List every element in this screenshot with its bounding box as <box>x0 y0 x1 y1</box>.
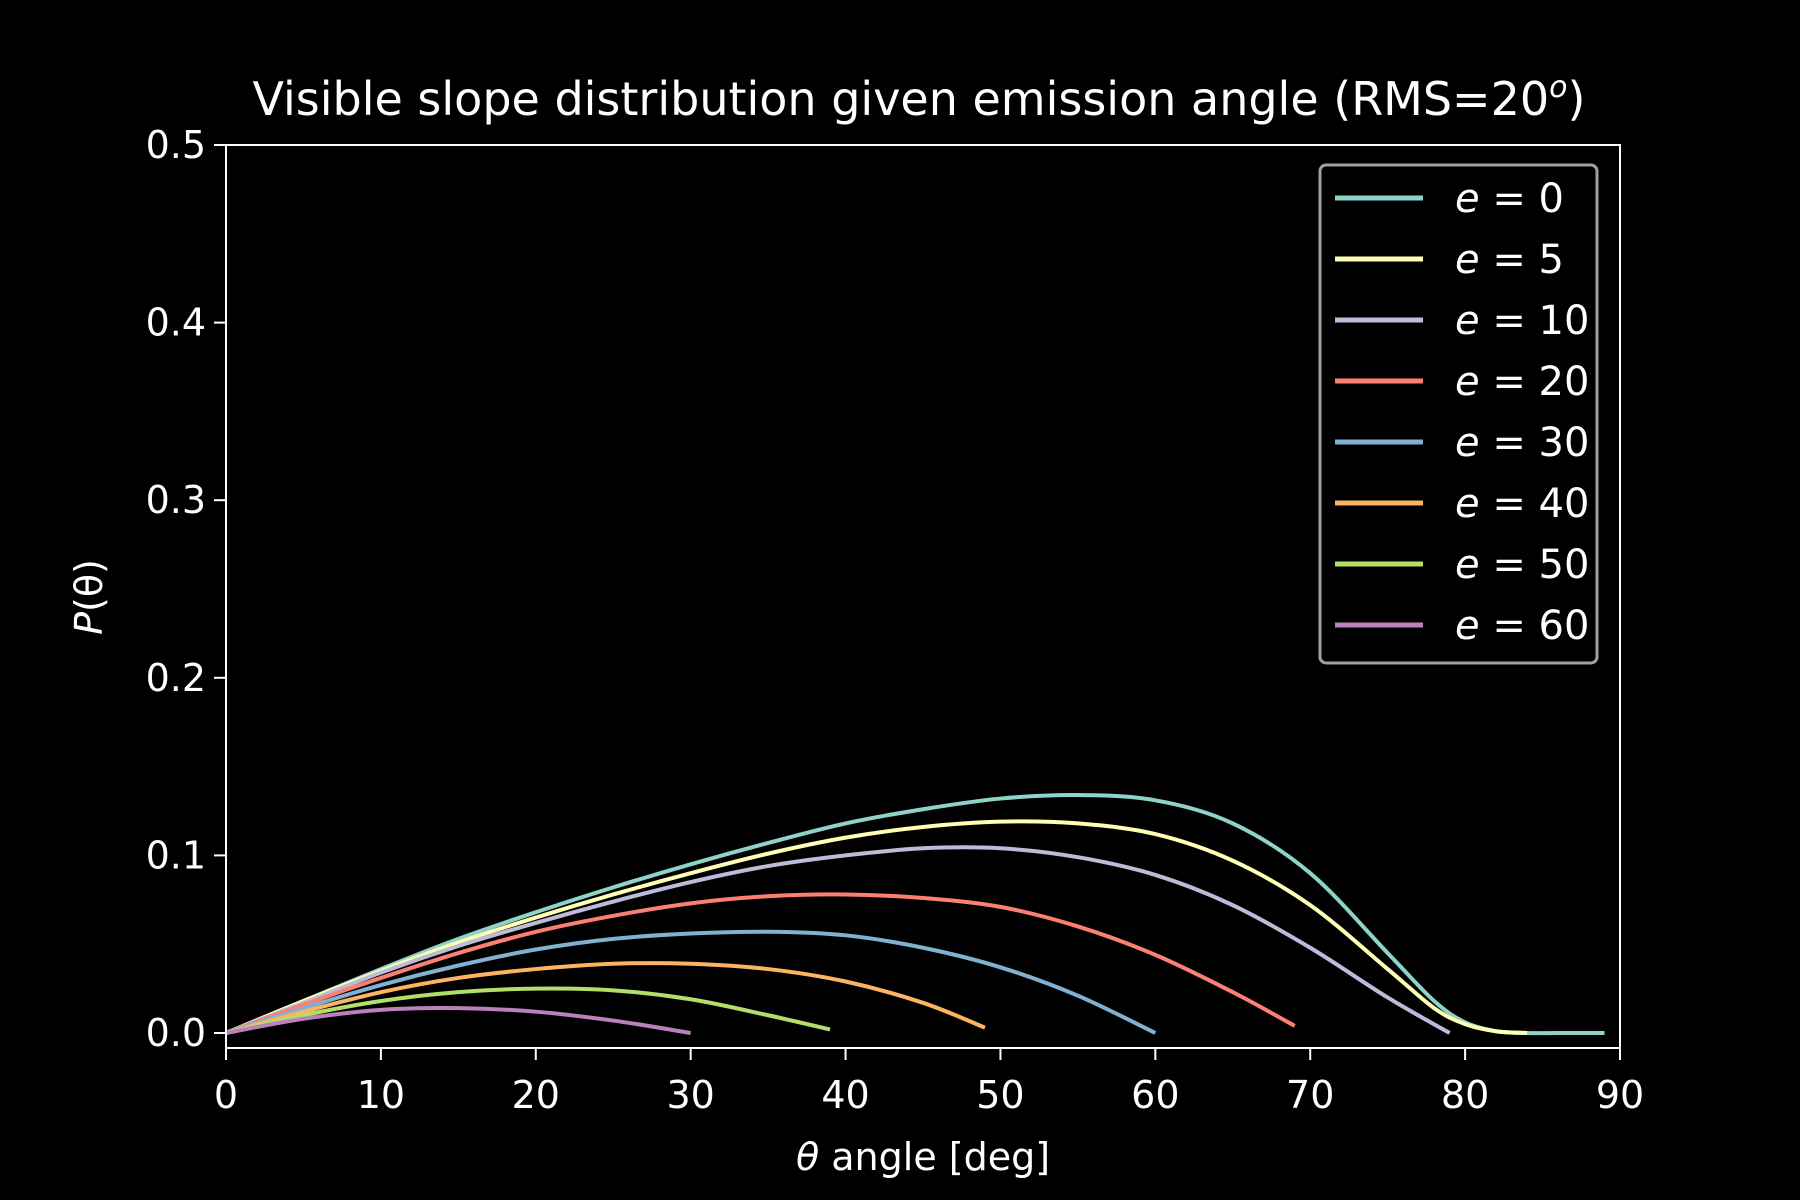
x-axis-ticks: 0 10 20 30 40 50 60 70 80 90 <box>214 1048 1644 1117</box>
x-tick-label: 70 <box>1286 1073 1334 1117</box>
y-tick-label: 0.5 <box>146 123 206 167</box>
chart-title: Visible slope distribution given emissio… <box>253 70 1586 126</box>
legend-label-e-10: e = 10 <box>1455 298 1589 344</box>
legend: e = 0 e = 5 e = 10 e = 20 e = 30 e = 40 e = 50… <box>1318 163 1599 665</box>
legend-box <box>1318 163 1599 665</box>
y-tick-label: 0.3 <box>146 478 206 522</box>
legend-label-e-0: e = 0 <box>1455 176 1564 222</box>
legend-label-e-50: e = 50 <box>1455 542 1589 588</box>
x-tick-label: 30 <box>666 1073 714 1117</box>
x-tick-label: 90 <box>1596 1073 1644 1117</box>
y-tick-label: 0.0 <box>146 1011 206 1055</box>
series-line-e-30 <box>225 929 1157 1035</box>
legend-label-e-40: e = 40 <box>1455 481 1589 527</box>
plot-frame <box>225 144 1621 1049</box>
series-line-e-5 <box>225 819 1528 1035</box>
x-tick-label: 20 <box>512 1073 560 1117</box>
legend-label-e-30: e = 30 <box>1455 420 1589 466</box>
y-tick-label: 0.2 <box>146 656 206 700</box>
x-tick-label: 50 <box>976 1073 1024 1117</box>
series-line-e-40 <box>225 961 986 1035</box>
series-line-e-50 <box>225 986 831 1035</box>
series-line-e-10 <box>225 845 1451 1035</box>
y-axis-label: P(θ) <box>67 559 111 635</box>
series-line-e-20 <box>225 892 1296 1035</box>
y-axis-ticks: 0.0 0.1 0.2 0.3 0.4 0.5 <box>146 123 226 1055</box>
x-tick-label: 60 <box>1131 1073 1179 1117</box>
legend-label-e-60: e = 60 <box>1455 603 1589 649</box>
series-layer <box>225 792 1605 1036</box>
x-tick-label: 40 <box>821 1073 869 1117</box>
legend-label-e-20: e = 20 <box>1455 359 1589 405</box>
y-tick-label: 0.1 <box>146 833 206 877</box>
y-tick-label: 0.4 <box>146 301 206 345</box>
legend-label-e-5: e = 5 <box>1455 237 1564 283</box>
x-tick-label: 0 <box>214 1073 238 1117</box>
x-tick-label: 80 <box>1441 1073 1489 1117</box>
series-line-e-60 <box>225 1006 691 1035</box>
x-tick-label: 10 <box>357 1073 405 1117</box>
x-axis-label: θ angle [deg] <box>796 1135 1050 1179</box>
